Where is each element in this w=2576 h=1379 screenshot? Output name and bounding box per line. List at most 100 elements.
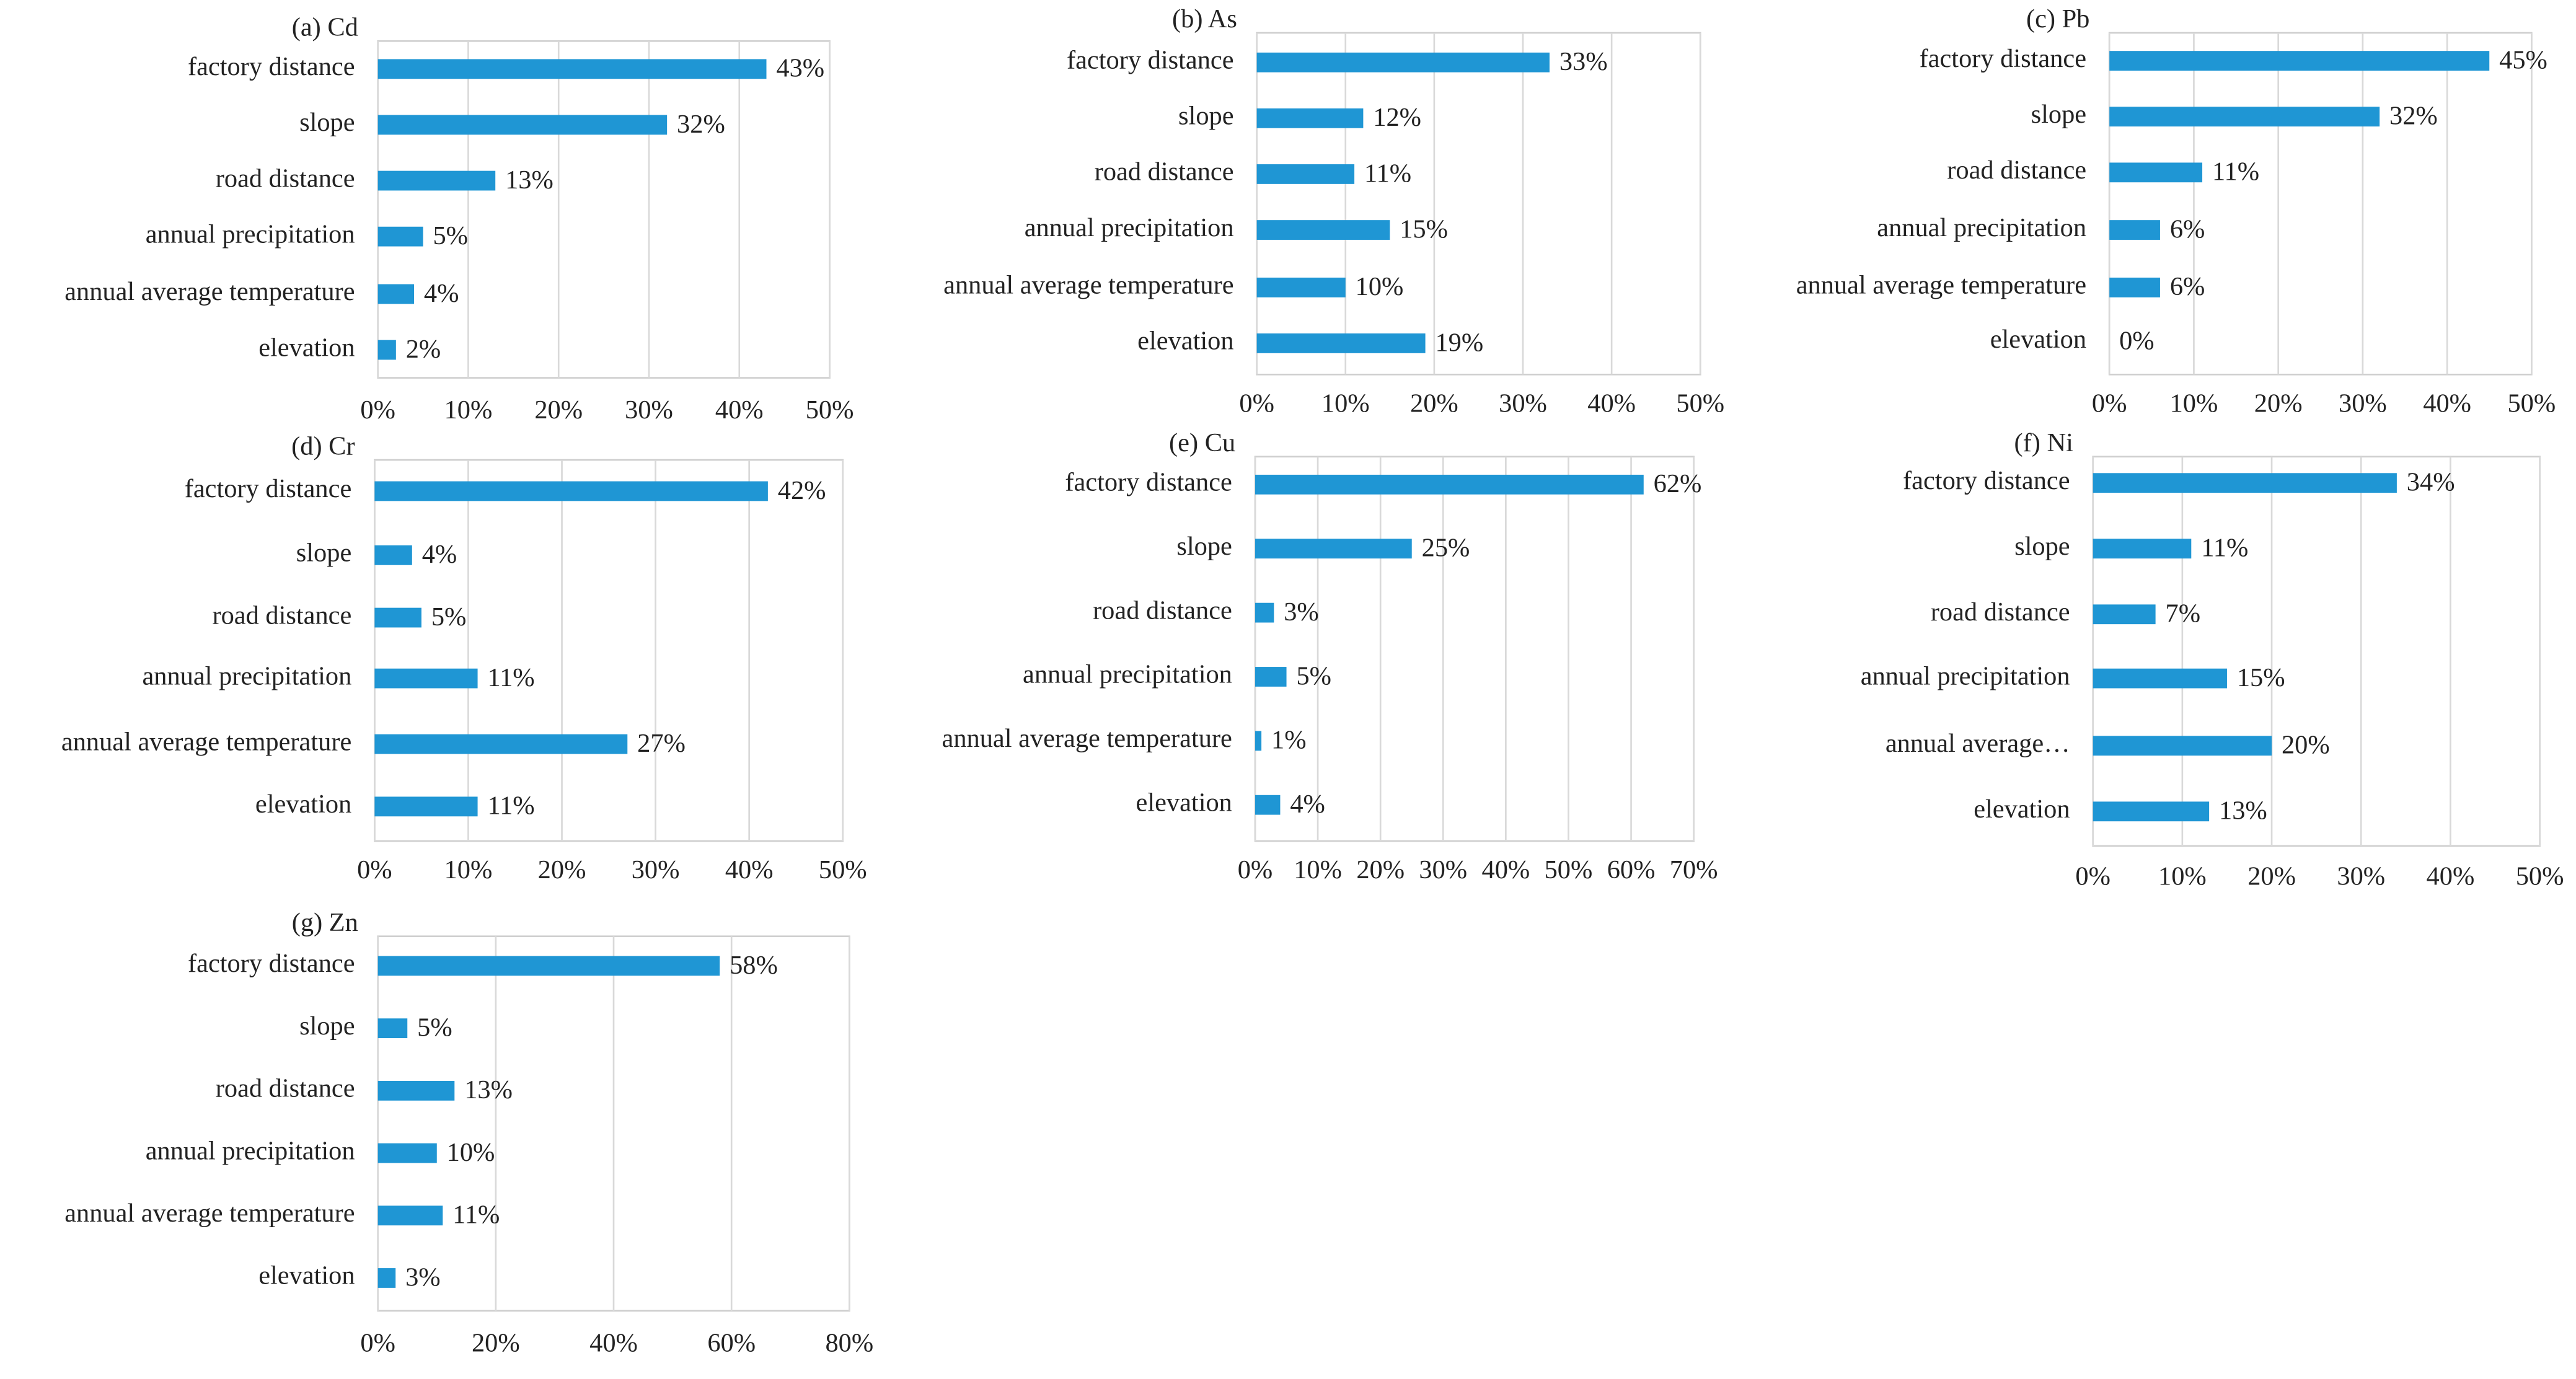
- value-label: 6%: [2170, 214, 2205, 244]
- bar: [2109, 107, 2380, 127]
- bar: [2109, 51, 2490, 71]
- bar: [374, 481, 768, 501]
- value-label: 42%: [778, 476, 826, 505]
- category-label: road distance: [1947, 156, 2086, 185]
- x-tick-label: 60%: [707, 1328, 756, 1357]
- x-tick-label: 70%: [1670, 855, 1718, 884]
- panel: 0% 10% 20% 30% 40% 50% (d) Cr factory distance 4…: [61, 431, 867, 884]
- value-label: 3%: [1284, 597, 1319, 627]
- value-label: 10%: [1356, 272, 1404, 301]
- category-label: elevation: [1990, 325, 2086, 354]
- bar: [1255, 602, 1274, 623]
- panel-title: (g) Zn: [292, 908, 358, 937]
- bar: [377, 1080, 455, 1101]
- category-label: annual average temperature: [1796, 271, 2086, 300]
- x-tick-label: 10%: [444, 855, 493, 884]
- category-label: slope: [1176, 532, 1232, 561]
- bar: [377, 1268, 396, 1288]
- value-label: 11%: [452, 1201, 500, 1230]
- value-label: 19%: [1435, 328, 1483, 357]
- category-label: factory distance: [1903, 466, 2070, 495]
- x-tick-label: 10%: [2158, 862, 2207, 891]
- x-tick-label: 0%: [2075, 862, 2111, 891]
- bar: [1256, 164, 1355, 184]
- bar: [377, 1205, 443, 1226]
- bar: [377, 1143, 437, 1163]
- x-tick-label: 50%: [1545, 855, 1593, 884]
- value-label: 7%: [2166, 599, 2201, 628]
- x-tick-label: 40%: [2427, 862, 2475, 891]
- value-label: 11%: [487, 791, 534, 821]
- bar: [2093, 473, 2397, 493]
- panel: 0% 20% 40% 60% 80% (g) Zn factory distance 58% s…: [64, 908, 873, 1357]
- x-tick-label: 20%: [1356, 855, 1405, 884]
- panel-title: (f) Ni: [2014, 428, 2073, 457]
- bar: [2093, 539, 2192, 559]
- panel: 0% 10% 20% 30% 40% 50% (b) As factory distance 3…: [943, 4, 1724, 418]
- category-label: elevation: [258, 1261, 355, 1290]
- value-label: 15%: [1400, 214, 1448, 244]
- x-tick-label: 0%: [357, 855, 392, 884]
- value-label: 32%: [677, 110, 725, 139]
- category-label: annual precipitation: [146, 219, 355, 249]
- x-tick-label: 30%: [1499, 389, 1547, 418]
- bar: [377, 115, 668, 135]
- value-label: 32%: [2389, 102, 2438, 131]
- bar: [2109, 277, 2160, 297]
- panel-title: (b) As: [1172, 4, 1237, 33]
- bar: [1255, 539, 1412, 559]
- bar: [2093, 736, 2272, 756]
- value-label: 4%: [424, 279, 459, 308]
- panel-title: (c) Pb: [2026, 4, 2089, 33]
- category-label: factory distance: [188, 949, 355, 978]
- value-label: 5%: [1296, 661, 1331, 690]
- category-label: elevation: [1136, 788, 1232, 817]
- x-tick-label: 10%: [1294, 855, 1342, 884]
- panel: 0% 10% 20% 30% 40% 50% 60% 70% (e) Cu factory dis…: [942, 428, 1718, 884]
- value-label: 5%: [433, 221, 468, 250]
- value-label: 25%: [1422, 534, 1470, 563]
- category-label: elevation: [255, 790, 351, 819]
- x-tick-label: 40%: [589, 1328, 638, 1357]
- panel: 0% 10% 20% 30% 40% 50% (a) Cd factory distance 4…: [64, 12, 854, 425]
- x-tick-label: 30%: [2339, 389, 2387, 418]
- plot-frame: [1254, 456, 1695, 842]
- category-label: annual precipitation: [146, 1136, 355, 1165]
- value-label: 58%: [730, 951, 778, 980]
- category-label: factory distance: [1067, 45, 1234, 74]
- x-tick-label: 20%: [472, 1328, 520, 1357]
- category-label: slope: [299, 1011, 355, 1041]
- plot-frame: [2108, 32, 2533, 376]
- category-label: factory distance: [188, 52, 355, 81]
- category-label: road distance: [1095, 157, 1234, 187]
- value-label: 11%: [2201, 534, 2248, 563]
- panel-title: (d) Cr: [291, 431, 355, 460]
- value-label: 34%: [2407, 468, 2455, 497]
- value-label: 6%: [2170, 272, 2205, 301]
- category-label: slope: [296, 539, 351, 568]
- bar: [1255, 667, 1287, 687]
- bar: [377, 226, 423, 247]
- category-label: annual average temperature: [61, 727, 351, 756]
- value-label: 13%: [464, 1075, 513, 1104]
- category-label: slope: [2014, 532, 2070, 561]
- x-tick-label: 50%: [2516, 862, 2564, 891]
- category-label: annual precipitation: [1025, 213, 1234, 242]
- bar: [2109, 162, 2203, 183]
- bar: [1256, 220, 1390, 240]
- value-label: 1%: [1271, 726, 1307, 755]
- x-tick-label: 20%: [534, 395, 583, 425]
- panel-title: (a) Cd: [292, 12, 358, 42]
- value-label: 5%: [431, 602, 467, 632]
- bar: [2093, 801, 2210, 822]
- category-label: annual precipitation: [142, 661, 351, 690]
- x-tick-label: 50%: [806, 395, 854, 425]
- category-label: elevation: [258, 333, 355, 362]
- value-label: 15%: [2237, 663, 2285, 692]
- category-label: annual average temperature: [64, 277, 355, 306]
- x-tick-label: 0%: [1238, 855, 1273, 884]
- value-label: 11%: [2212, 157, 2259, 187]
- x-tick-label: 50%: [2507, 389, 2556, 418]
- category-label: slope: [1178, 102, 1233, 131]
